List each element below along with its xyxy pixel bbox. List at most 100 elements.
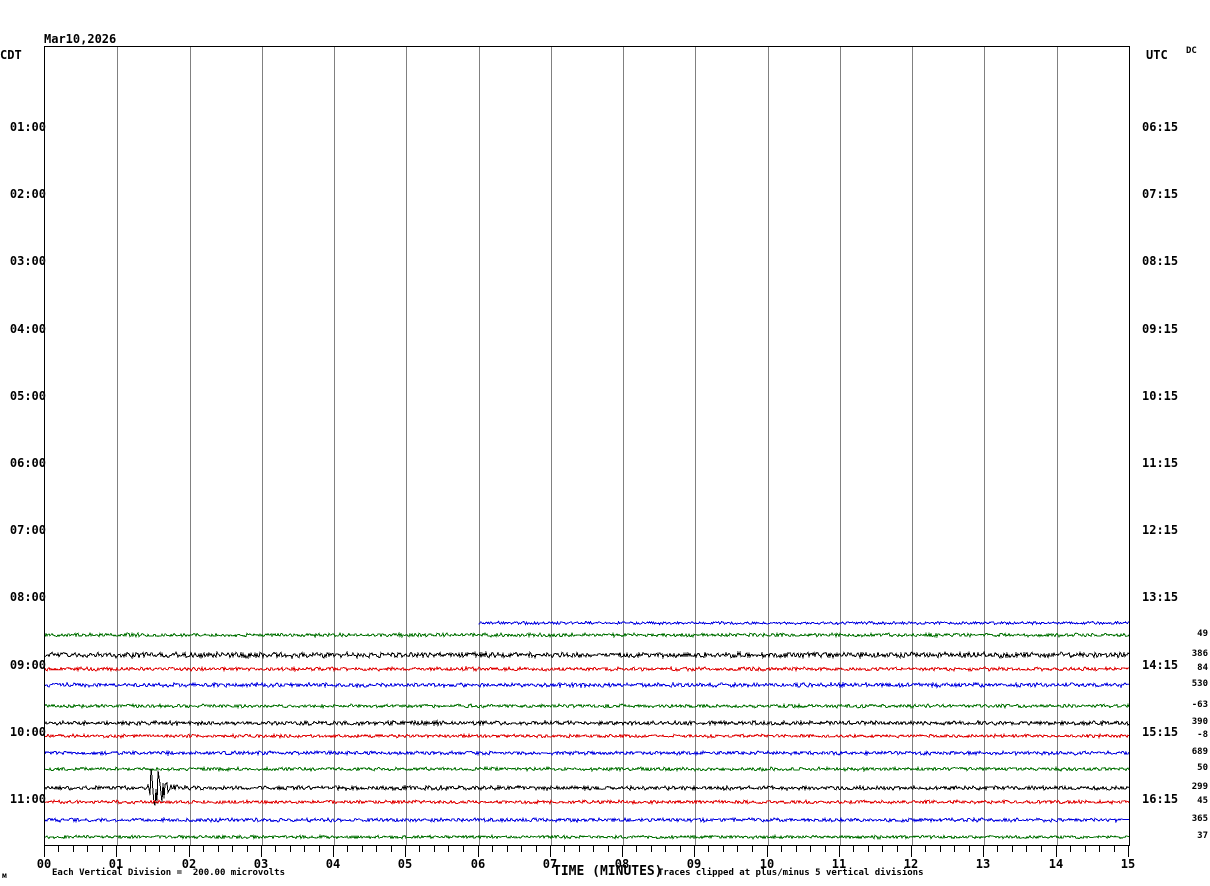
x-tick-minor <box>218 846 219 852</box>
x-tick-label: 09 <box>686 857 702 871</box>
left-time-label: 02:00 <box>9 187 46 202</box>
right-time-label: 15:15 <box>1142 724 1179 739</box>
right-time-label: 14:15 <box>1142 657 1179 672</box>
x-tick-minor <box>1085 846 1086 852</box>
x-tick-minor <box>969 846 970 852</box>
trace-line <box>45 749 1129 757</box>
x-tick-minor <box>463 846 464 852</box>
x-tick-major <box>333 846 334 857</box>
x-tick-minor <box>1026 846 1027 852</box>
x-tick-major <box>116 846 117 857</box>
x-tick-major <box>478 846 479 857</box>
left-timezone-label: CDT <box>0 48 22 62</box>
dc-value: 390 <box>1191 717 1208 727</box>
x-tick-minor <box>376 846 377 852</box>
x-tick-minor <box>651 846 652 852</box>
x-tick-minor <box>102 846 103 852</box>
dc-column-header: DC <box>1186 46 1197 56</box>
right-time-label: 16:15 <box>1142 792 1179 806</box>
x-tick-label: 03 <box>253 857 269 871</box>
x-tick-major <box>983 846 984 857</box>
gridline-minute-03 <box>262 47 263 845</box>
left-time-label: 07:00 <box>9 523 46 538</box>
trace-line <box>45 765 1129 773</box>
x-tick-minor <box>1012 846 1013 852</box>
x-tick-major <box>1128 846 1129 857</box>
x-tick-label: 00 <box>36 857 52 871</box>
right-time-label: 06:15 <box>1142 120 1179 134</box>
x-tick-label: 15 <box>1120 857 1136 871</box>
left-time-label: 11:00 <box>9 792 46 806</box>
gridline-minute-10 <box>768 47 769 845</box>
x-tick-label: 02 <box>181 857 197 871</box>
gridline-minute-09 <box>695 47 696 845</box>
x-tick-label: 13 <box>975 857 991 871</box>
x-tick-minor <box>1099 846 1100 852</box>
x-tick-minor <box>419 846 420 852</box>
right-time-label: 10:15 <box>1142 388 1179 403</box>
left-time-label: 03:00 <box>9 254 46 269</box>
x-tick-minor <box>997 846 998 852</box>
x-tick-minor <box>608 846 609 852</box>
trace-line <box>45 650 1129 660</box>
x-tick-minor <box>882 846 883 852</box>
left-time-label: 10:00 <box>9 724 46 739</box>
x-tick-minor <box>232 846 233 852</box>
trace-line <box>45 798 1129 806</box>
dc-value: 84 <box>1197 663 1208 673</box>
x-tick-label: 01 <box>108 857 124 871</box>
x-tick-minor <box>593 846 594 852</box>
x-tick-minor <box>680 846 681 852</box>
trace-line <box>45 732 1129 740</box>
left-time-label: 06:00 <box>9 456 46 470</box>
x-tick-label: 06 <box>470 857 486 871</box>
trace-line <box>45 768 1129 806</box>
x-tick-minor <box>1114 846 1115 852</box>
x-tick-minor <box>247 846 248 852</box>
x-tick-label: 05 <box>397 857 413 871</box>
x-tick-minor <box>130 846 131 852</box>
dc-value: 50 <box>1197 763 1208 773</box>
x-tick-minor <box>87 846 88 852</box>
dc-value: -8 <box>1197 730 1208 740</box>
microvolt-prefix-label: м <box>2 871 7 880</box>
right-time-label: 12:15 <box>1142 523 1179 538</box>
dc-value: 299 <box>1191 782 1208 792</box>
x-tick-minor <box>564 846 565 852</box>
x-tick-minor <box>925 846 926 852</box>
x-tick-minor <box>579 846 580 852</box>
trace-line <box>45 681 1129 690</box>
x-tick-minor <box>796 846 797 852</box>
x-tick-minor <box>275 846 276 852</box>
gridline-minute-11 <box>840 47 841 845</box>
dc-value: 45 <box>1197 796 1208 806</box>
gridline-minute-07 <box>551 47 552 845</box>
x-tick-major <box>405 846 406 857</box>
gridline-minute-12 <box>912 47 913 845</box>
x-tick-minor <box>897 846 898 852</box>
dc-value: 530 <box>1191 679 1208 689</box>
x-tick-minor <box>723 846 724 852</box>
left-time-label: 01:00 <box>9 120 46 134</box>
x-tick-label: 10 <box>759 857 775 871</box>
right-time-label: 07:15 <box>1142 187 1179 202</box>
vertical-division-note: Each Vertical Division = 200.00 microvol… <box>52 868 285 878</box>
x-tick-minor <box>810 846 811 852</box>
x-tick-minor <box>159 846 160 852</box>
x-tick-minor <box>203 846 204 852</box>
x-tick-minor <box>940 846 941 852</box>
x-tick-minor <box>434 846 435 852</box>
seismic-traces <box>45 620 1129 840</box>
x-tick-minor <box>290 846 291 852</box>
x-axis: 00 01 02 03 04 05 06 07 08 09 10 11 12 13 14 15 <box>37 846 1135 871</box>
x-tick-minor <box>362 846 363 852</box>
gridline-minute-14 <box>1057 47 1058 845</box>
left-time-label: 09:00 <box>9 657 46 672</box>
right-time-label: 09:15 <box>1142 321 1179 336</box>
x-tick-minor <box>58 846 59 852</box>
gridline-minute-04 <box>334 47 335 845</box>
x-tick-major <box>622 846 623 857</box>
helicorder-plot[interactable] <box>44 46 1130 846</box>
x-tick-major <box>1056 846 1057 857</box>
right-time-label: 08:15 <box>1142 254 1179 269</box>
